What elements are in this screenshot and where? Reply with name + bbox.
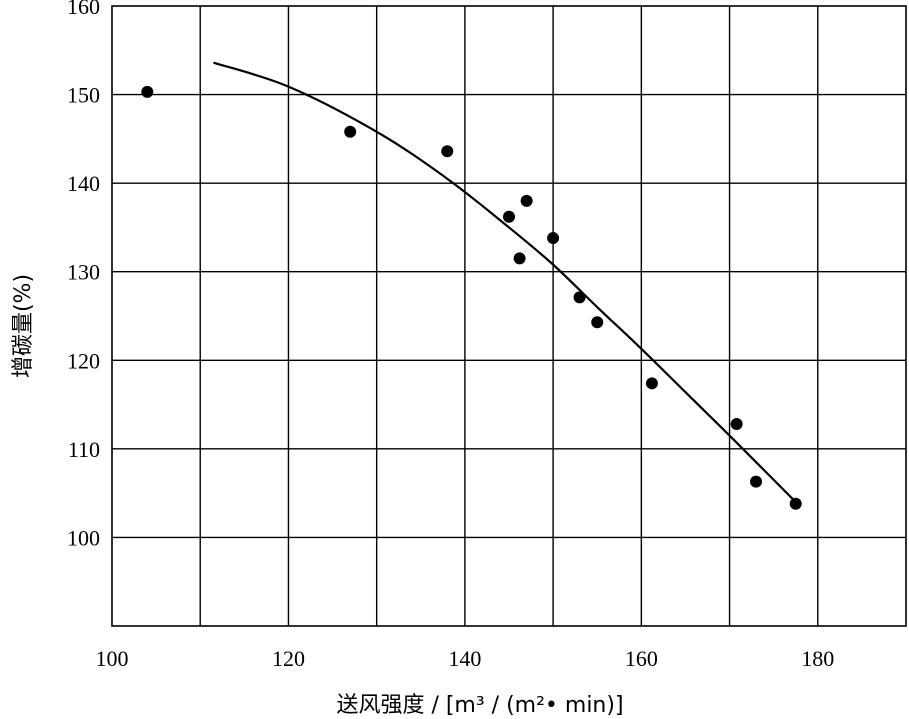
x-axis-title: 送风强度 / [m³ / (m²• min)]	[336, 693, 623, 718]
y-tick-label: 120	[67, 348, 100, 373]
y-tick-label: 100	[67, 525, 100, 550]
data-point	[573, 291, 586, 304]
y-tick-label: 150	[67, 83, 100, 108]
data-point	[503, 210, 515, 223]
curve-layer	[213, 61, 797, 503]
x-tick-label: 140	[448, 646, 481, 671]
point-layer	[141, 85, 802, 510]
data-point	[513, 252, 526, 265]
y-axis-title: 增碳量(%)	[11, 274, 36, 378]
data-point	[547, 232, 560, 245]
data-point	[730, 418, 743, 431]
x-tick-label: 100	[96, 646, 129, 671]
fit-curve	[213, 61, 797, 503]
y-tick-label: 160	[67, 0, 100, 19]
x-tick-label: 160	[625, 646, 658, 671]
y-tick-label: 130	[67, 260, 100, 285]
x-tick-label: 120	[272, 646, 305, 671]
grid-layer	[112, 6, 906, 626]
data-point	[520, 194, 533, 207]
data-point	[344, 125, 357, 138]
y-tick-label: 140	[67, 171, 100, 196]
data-point	[441, 145, 454, 158]
plot-frame	[111, 5, 907, 627]
data-point	[591, 316, 604, 329]
x-tick-label: 180	[801, 646, 834, 671]
data-point	[645, 377, 658, 390]
data-point	[750, 475, 763, 488]
y-tick-label: 110	[68, 437, 100, 462]
data-point	[789, 497, 802, 510]
tick-layer: 100 120 140 160 180 100 110 120 130 140 150 160	[67, 0, 834, 671]
data-point	[141, 85, 154, 98]
